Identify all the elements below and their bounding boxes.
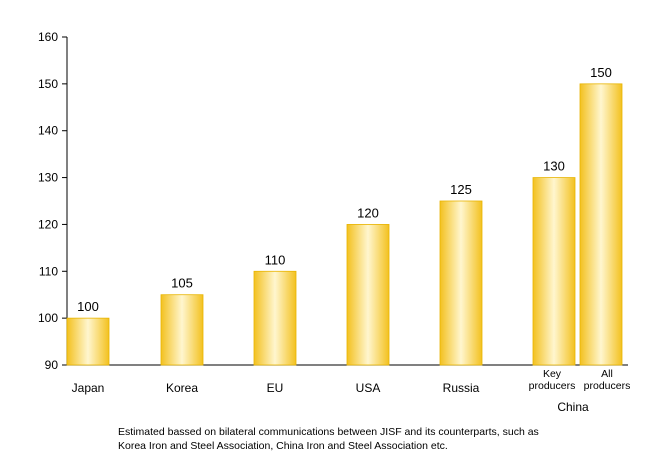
bar (346, 224, 390, 366)
x-tick-label: USA (356, 381, 381, 395)
x-tick-label: Japan (72, 381, 105, 395)
axes: 90 100 110 120 130 140 150 160 (38, 30, 628, 372)
footnote-line-1: Estimated bassed on bilateral communicat… (118, 426, 539, 438)
x-tick-label: Key producers (529, 368, 576, 392)
data-label: 105 (171, 276, 193, 291)
bar (160, 294, 204, 366)
data-label: 150 (590, 65, 612, 80)
data-label: 100 (77, 299, 99, 314)
data-label: 125 (450, 182, 472, 197)
y-tick-label: 130 (38, 171, 58, 185)
footnote-line-2: Korea Iron and Steel Association, China … (118, 440, 448, 452)
data-label: 130 (543, 159, 565, 174)
x-tick-label: Russia (443, 381, 480, 395)
bars (66, 83, 623, 366)
x-tick-label: EU (267, 381, 284, 395)
y-tick-label: 120 (38, 217, 58, 231)
bar (579, 83, 623, 366)
y-tick-label: 160 (38, 30, 58, 44)
y-tick-label: 90 (45, 358, 59, 372)
data-label: 120 (357, 205, 379, 220)
footnote: Estimated bassed on bilateral communicat… (118, 425, 638, 453)
x-tick-label: Korea (166, 381, 198, 395)
x-tick-label: All producers (584, 368, 631, 392)
labels: 100 105 110 120 125 130 150 Japan Korea EU USA Russ… (72, 65, 631, 414)
y-tick-label: 150 (38, 77, 58, 91)
y-tick-label: 110 (39, 264, 58, 278)
y-tick-label: 100 (38, 311, 58, 325)
y-tick-label: 140 (38, 124, 58, 138)
group-label: China (557, 400, 589, 414)
bar (66, 317, 110, 366)
bar (532, 177, 576, 366)
data-label: 110 (265, 252, 286, 267)
bar (439, 200, 483, 366)
bar (253, 270, 297, 366)
